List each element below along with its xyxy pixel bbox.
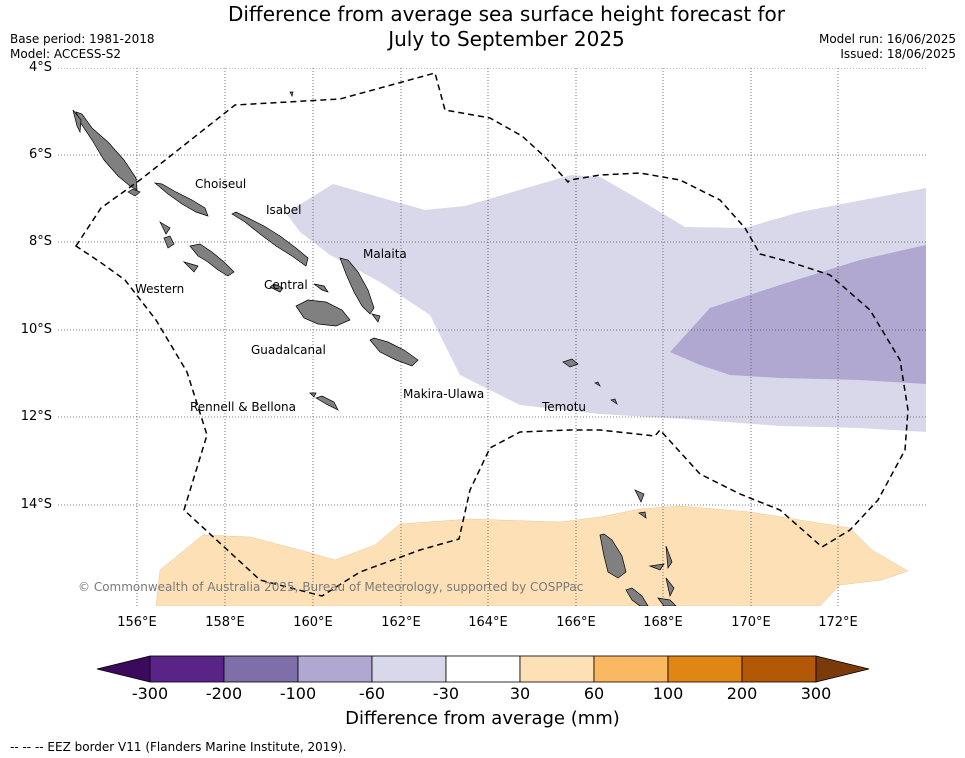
island-makira xyxy=(369,337,419,367)
colorbar-tick-7: 60 xyxy=(583,684,605,703)
island-utupua xyxy=(610,398,618,405)
lon-label-170e: 170°E xyxy=(731,615,771,630)
island-shortland xyxy=(127,188,141,197)
island-malaita xyxy=(339,257,375,315)
island-banks xyxy=(638,511,647,519)
island-malekula xyxy=(625,587,649,606)
island-isabel xyxy=(231,211,309,267)
island-new-georgia xyxy=(189,243,235,277)
region-label-choiseul: Choiseul xyxy=(195,177,247,191)
island-espiritu-santo xyxy=(599,533,627,579)
island-bellona xyxy=(309,392,317,398)
model-name: Model: ACCESS-S2 xyxy=(10,47,122,61)
region-label-isabel: Isabel xyxy=(266,203,302,217)
lon-label-158e: 158°E xyxy=(205,615,245,630)
island-maewo xyxy=(665,545,673,570)
colorbar-title: Difference from average (mm) xyxy=(345,708,620,729)
island-small-malaita xyxy=(371,313,381,323)
island-ambrym xyxy=(657,597,677,606)
copyright-notice: © Commonwealth of Australia 2025, Bureau… xyxy=(78,580,584,594)
colorbar-tick-4: -60 xyxy=(358,684,386,703)
model-run: Model run: 16/06/2025 xyxy=(818,32,956,46)
colorbar-tick-5: -30 xyxy=(432,684,460,703)
colorbar-tick-9: 200 xyxy=(726,684,758,703)
eez-border xyxy=(74,72,909,597)
lon-label-156e: 156°E xyxy=(117,615,157,630)
chart-title: Difference from average sea surface heig… xyxy=(0,2,965,52)
island-pentecost xyxy=(665,577,675,598)
island-torres xyxy=(634,489,645,503)
base-period: Base period: 1981-2018 xyxy=(10,32,155,46)
lat-label-14s: 14°S xyxy=(20,497,52,512)
anomaly-band-dark-negative xyxy=(670,245,926,384)
region-label-makira-ulawa: Makira-Ulawa xyxy=(403,387,485,401)
region-label-central: Central xyxy=(264,278,308,292)
island-rennell xyxy=(315,395,339,411)
island-kolombangara xyxy=(163,235,175,249)
island-florida xyxy=(269,283,284,293)
lat-label-10s: 10°S xyxy=(20,322,52,337)
island-santa-cruz xyxy=(562,358,579,368)
island-ambae xyxy=(648,563,665,571)
region-label-malaita: Malaita xyxy=(363,247,407,261)
lon-label-168e: 168°E xyxy=(643,615,683,630)
map-area xyxy=(58,68,926,606)
region-label-guadalcanal: Guadalcanal xyxy=(251,343,326,357)
region-label-temotu: Temotu xyxy=(542,400,587,414)
colorbar-extend-high xyxy=(815,655,870,683)
lon-label-172e: 172°E xyxy=(818,615,858,630)
colorbar-extend-low xyxy=(96,655,151,683)
issued-date: Issued: 18/06/2025 xyxy=(840,47,956,61)
colorbar-swatch-4 xyxy=(371,655,447,683)
colorbar-swatch-3 xyxy=(297,655,373,683)
colorbar-swatch-8 xyxy=(667,655,743,683)
lat-label-8s: 8°S xyxy=(28,234,52,249)
colorbar-swatch-1 xyxy=(149,655,225,683)
region-label-rennell-bellona: Rennell & Bellona xyxy=(190,400,297,414)
meta-left: Base period: 1981-2018 Model: ACCESS-S2 xyxy=(10,32,155,62)
region-label-western: Western xyxy=(135,282,185,296)
colorbar-tick-3: -100 xyxy=(279,684,317,703)
island-vanikoro xyxy=(594,381,601,387)
island-rendova xyxy=(182,261,199,273)
lat-label-6s: 6°S xyxy=(28,147,52,162)
lon-label-164e: 164°E xyxy=(468,615,508,630)
island-vella-lavella xyxy=(159,221,171,235)
title-line-1: Difference from average sea surface heig… xyxy=(227,2,786,26)
colorbar-swatch-5 xyxy=(445,655,521,683)
anomaly-band-light-positive xyxy=(155,505,909,606)
colorbar-swatch-7 xyxy=(593,655,669,683)
island-buka xyxy=(72,109,82,134)
island-ontong-java xyxy=(289,91,294,98)
meta-right: Model run: 16/06/2025 Issued: 18/06/2025 xyxy=(819,32,956,62)
colorbar-tick-1: -300 xyxy=(131,684,169,703)
colorbar-swatch-2 xyxy=(223,655,299,683)
lat-label-4s: 4°S xyxy=(28,60,52,75)
lon-label-162e: 162°E xyxy=(381,615,421,630)
lon-label-160e: 160°E xyxy=(293,615,333,630)
colorbar-tick-8: 100 xyxy=(652,684,684,703)
gridlines xyxy=(58,68,926,606)
colorbar-swatch-9 xyxy=(741,655,817,683)
eez-legend-note: -- -- -- EEZ border V11 (Flanders Marine… xyxy=(10,740,347,754)
island-russell xyxy=(313,283,329,293)
title-line-2: July to September 2025 xyxy=(388,27,625,51)
colorbar-tick-2: -200 xyxy=(205,684,243,703)
island-guadalcanal xyxy=(295,299,351,327)
colorbar-tick-10: 300 xyxy=(800,684,832,703)
island-choiseul xyxy=(153,182,209,217)
colorbar-swatch-6 xyxy=(519,655,595,683)
colorbar-tick-6: 30 xyxy=(509,684,531,703)
colorbar xyxy=(96,655,870,683)
land-masses xyxy=(72,91,677,606)
island-bougainville xyxy=(75,111,138,191)
lat-label-12s: 12°S xyxy=(20,409,52,424)
lon-label-166e: 166°E xyxy=(556,615,596,630)
